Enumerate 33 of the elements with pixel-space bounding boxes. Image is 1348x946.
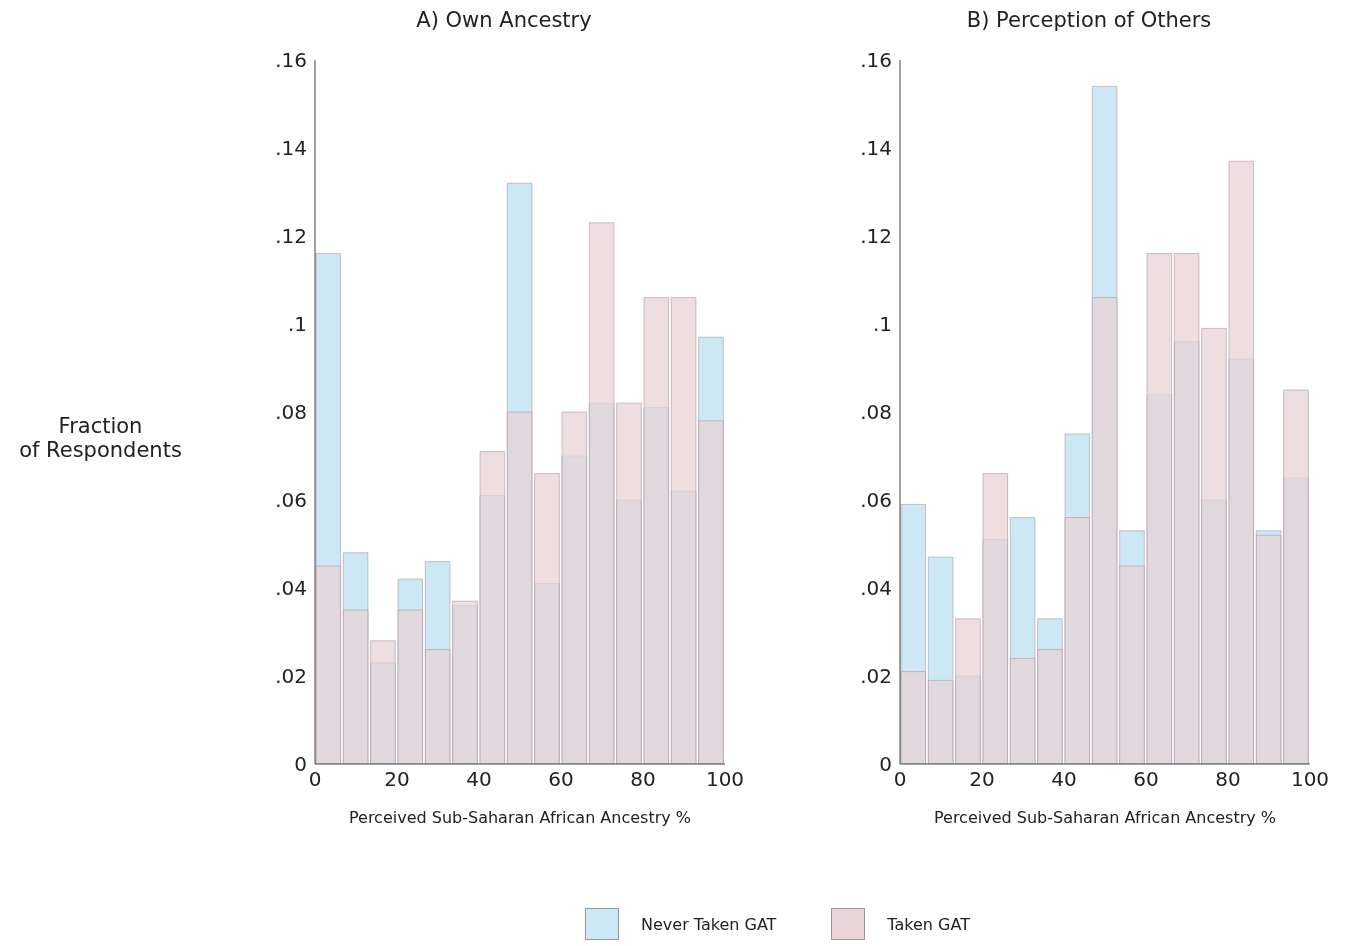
y-tick-label: .1 [872, 312, 892, 337]
y-tick-label: .12 [860, 224, 892, 249]
y-tick-label: .04 [275, 576, 307, 601]
y-tick-label: .12 [275, 224, 307, 249]
y-tick-label: .06 [860, 488, 892, 513]
x-tick-label: 20 [384, 767, 410, 792]
y-tick-label: .08 [860, 400, 892, 425]
x-tick-label: 100 [1290, 767, 1330, 792]
y-tick-label: .14 [275, 136, 307, 161]
x-axis-title: Perceived Sub-Saharan African Ancestry % [932, 808, 1278, 827]
x-tick-label: 80 [1215, 767, 1241, 792]
legend-label: Never Taken GAT [641, 914, 777, 934]
y-tick-label: .16 [275, 48, 307, 73]
x-tick-label: 100 [705, 767, 745, 792]
y-tick-label: .02 [860, 664, 892, 689]
y-tick-label: .1 [287, 312, 307, 337]
x-tick-label: 20 [969, 767, 995, 792]
y-tick-label: .02 [275, 664, 307, 689]
x-tick-label: 40 [1051, 767, 1077, 792]
y-tick-label: .06 [275, 488, 307, 513]
legend-label: Taken GAT [887, 914, 970, 934]
y-tick-label: .14 [860, 136, 892, 161]
x-tick-label: 60 [548, 767, 574, 792]
y-axis-title: Fraction of Respondents [19, 414, 182, 462]
chart-title: A) Own Ancestry [415, 8, 593, 34]
y-tick-label: .04 [860, 576, 892, 601]
x-tick-label: 80 [630, 767, 656, 792]
x-tick-label: 60 [1133, 767, 1159, 792]
y-tick-label: .08 [275, 400, 307, 425]
y-tick-label: .16 [860, 48, 892, 73]
x-axis-title: Perceived Sub-Saharan African Ancestry % [347, 808, 693, 827]
chart-title: B) Perception of Others [965, 8, 1213, 34]
x-tick-label: 40 [466, 767, 492, 792]
